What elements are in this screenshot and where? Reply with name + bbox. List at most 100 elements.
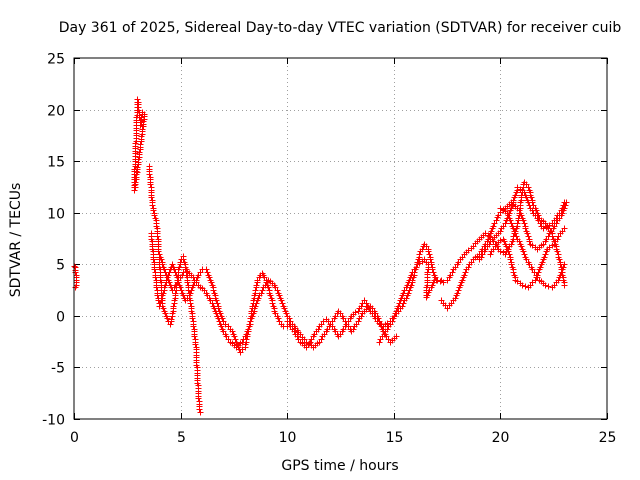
- data-point: [560, 202, 567, 209]
- data-point: [190, 274, 197, 281]
- data-point: [253, 282, 260, 289]
- data-point: [486, 233, 493, 240]
- data-point: [384, 326, 391, 333]
- data-point: [315, 326, 322, 333]
- data-point: [255, 295, 262, 302]
- data-point: [519, 282, 526, 289]
- x-axis-label: GPS time / hours: [281, 458, 398, 474]
- data-point: [252, 287, 259, 294]
- data-point: [276, 292, 283, 299]
- data-point: [505, 212, 512, 219]
- data-point: [507, 256, 514, 263]
- data-point: [526, 202, 533, 209]
- data-point: [281, 305, 288, 312]
- data-point: [153, 284, 160, 291]
- data-point: [137, 146, 144, 153]
- data-point: [542, 282, 549, 289]
- data-point: [561, 225, 568, 232]
- data-points-layer: [71, 96, 570, 416]
- data-point: [162, 269, 169, 276]
- data-point: [452, 295, 459, 302]
- data-point: [210, 287, 217, 294]
- x-tick-label: 15: [386, 430, 404, 446]
- data-point: [558, 269, 565, 276]
- x-tick-label: 10: [279, 430, 297, 446]
- data-point: [488, 228, 495, 235]
- data-point: [526, 238, 533, 245]
- data-point: [430, 269, 437, 276]
- data-point: [391, 313, 398, 320]
- data-point: [243, 331, 250, 338]
- data-point: [539, 259, 546, 266]
- data-point: [160, 290, 167, 297]
- y-tick-label: 5: [56, 258, 65, 274]
- data-point: [554, 248, 561, 255]
- data-point: [516, 207, 523, 214]
- data-point: [178, 287, 185, 294]
- data-point: [545, 283, 552, 290]
- data-point: [245, 326, 252, 333]
- data-point: [518, 212, 525, 219]
- data-point: [176, 264, 183, 271]
- data-point: [419, 246, 426, 253]
- data-point: [187, 300, 194, 307]
- data-point: [188, 287, 195, 294]
- data-point: [156, 303, 163, 310]
- data-point: [529, 207, 536, 214]
- data-point: [404, 282, 411, 289]
- data-point: [408, 272, 415, 279]
- data-point: [461, 272, 468, 279]
- data-point: [167, 321, 174, 328]
- data-point: [508, 205, 515, 212]
- data-point: [151, 212, 158, 219]
- data-point: [426, 251, 433, 258]
- data-point: [413, 264, 420, 271]
- chart-title: Day 361 of 2025, Sidereal Day-to-day VTE…: [59, 20, 622, 36]
- data-point: [154, 233, 161, 240]
- data-point: [425, 266, 432, 273]
- ticks-layer: [74, 58, 608, 420]
- x-tick-label: 5: [177, 430, 186, 446]
- data-point: [291, 328, 298, 335]
- data-point: [215, 315, 222, 322]
- data-point: [195, 395, 202, 402]
- data-point: [508, 220, 515, 227]
- data-point: [258, 290, 265, 297]
- data-point: [525, 199, 532, 206]
- data-point: [521, 220, 528, 227]
- data-point: [398, 295, 405, 302]
- data-point: [525, 233, 532, 240]
- data-point: [168, 316, 175, 323]
- data-point: [503, 243, 510, 250]
- data-point: [427, 256, 434, 263]
- data-point: [213, 310, 220, 317]
- data-point: [505, 248, 512, 255]
- data-point: [134, 96, 141, 103]
- x-tick-label: 0: [70, 430, 79, 446]
- data-point: [166, 279, 173, 286]
- data-point: [358, 313, 365, 320]
- data-point: [395, 303, 402, 310]
- data-point: [318, 336, 325, 343]
- plot-frame: [73, 57, 608, 420]
- data-point: [262, 282, 269, 289]
- data-point: [149, 202, 156, 209]
- data-point: [355, 318, 362, 325]
- data-point: [350, 326, 357, 333]
- data-point: [502, 220, 509, 227]
- data-point: [459, 277, 466, 284]
- data-point: [189, 315, 196, 322]
- data-point: [267, 292, 274, 299]
- data-point: [561, 199, 568, 206]
- data-point: [393, 333, 400, 340]
- grid-layer: [74, 58, 607, 419]
- data-point: [137, 122, 144, 129]
- data-point: [196, 406, 203, 413]
- data-point: [162, 310, 169, 317]
- data-point: [406, 277, 413, 284]
- data-point: [501, 238, 508, 245]
- data-point: [147, 181, 154, 188]
- data-point: [252, 303, 259, 310]
- data-point: [561, 282, 568, 289]
- data-point: [187, 290, 194, 297]
